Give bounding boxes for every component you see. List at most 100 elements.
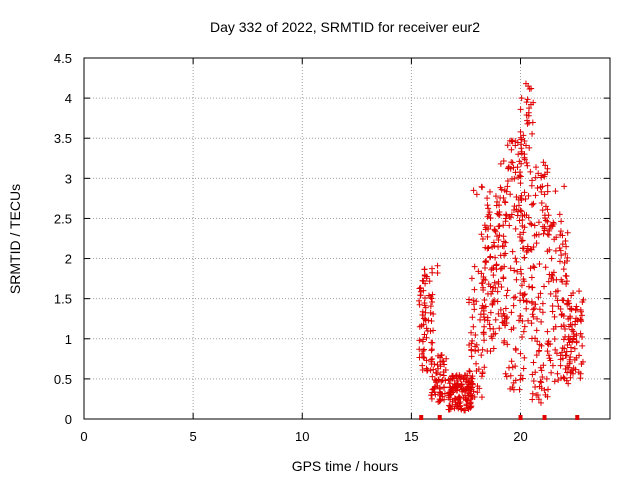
data-point bbox=[455, 395, 462, 402]
data-point bbox=[435, 376, 442, 383]
data-point bbox=[568, 306, 575, 313]
data-point bbox=[464, 383, 471, 390]
data-point bbox=[468, 353, 475, 360]
data-point bbox=[524, 162, 531, 169]
data-point bbox=[535, 170, 542, 177]
data-point bbox=[492, 228, 499, 235]
data-point bbox=[529, 201, 536, 208]
data-point bbox=[429, 355, 436, 362]
data-point bbox=[565, 380, 572, 387]
data-point bbox=[521, 137, 528, 144]
data-point bbox=[528, 246, 535, 253]
data-point bbox=[517, 180, 524, 187]
data-point bbox=[550, 219, 557, 226]
data-point bbox=[532, 383, 539, 390]
data-point bbox=[546, 246, 553, 253]
data-point bbox=[563, 273, 570, 280]
data-point bbox=[529, 371, 536, 378]
data-point bbox=[521, 151, 528, 158]
y-axis-title: SRMTID / TECUs bbox=[7, 184, 23, 294]
data-point bbox=[481, 222, 488, 229]
data-point bbox=[531, 264, 538, 271]
data-point bbox=[508, 358, 515, 365]
data-point bbox=[428, 265, 435, 272]
data-point bbox=[430, 310, 437, 317]
data-point bbox=[481, 265, 488, 272]
data-point bbox=[462, 407, 469, 414]
data-point bbox=[492, 254, 499, 261]
data-point bbox=[542, 391, 549, 398]
y-tick-label: 0 bbox=[65, 412, 72, 427]
data-point bbox=[527, 168, 534, 175]
data-point bbox=[420, 287, 427, 294]
data-point bbox=[563, 278, 570, 285]
data-point bbox=[535, 396, 542, 403]
data-point bbox=[495, 243, 502, 250]
data-point bbox=[520, 276, 527, 283]
data-point bbox=[544, 340, 551, 347]
data-point bbox=[529, 130, 536, 137]
data-point bbox=[421, 355, 428, 362]
data-point bbox=[534, 391, 541, 398]
data-point bbox=[538, 385, 545, 392]
data-point bbox=[577, 306, 584, 313]
data-point bbox=[502, 218, 509, 225]
data-point bbox=[460, 394, 467, 401]
data-point bbox=[518, 270, 525, 277]
data-point bbox=[522, 195, 529, 202]
data-point bbox=[532, 301, 539, 308]
data-point bbox=[518, 95, 525, 102]
data-point bbox=[558, 323, 565, 330]
data-point bbox=[523, 298, 530, 305]
data-point bbox=[519, 222, 526, 229]
data-point bbox=[572, 321, 579, 328]
data-point bbox=[524, 96, 531, 103]
data-point bbox=[566, 356, 573, 363]
data-point bbox=[545, 212, 552, 219]
y-tick-label: 1 bbox=[65, 332, 72, 347]
data-point bbox=[512, 142, 519, 149]
data-point bbox=[469, 384, 476, 391]
data-point bbox=[468, 346, 475, 353]
data-point bbox=[515, 202, 522, 209]
data-point bbox=[421, 266, 428, 273]
data-point bbox=[431, 361, 438, 368]
data-point bbox=[472, 332, 479, 339]
data-point bbox=[478, 270, 485, 277]
data-point bbox=[469, 337, 476, 344]
data-point bbox=[518, 192, 525, 199]
data-point bbox=[441, 361, 448, 368]
data-point bbox=[482, 244, 489, 251]
data-point bbox=[421, 300, 428, 307]
x-tick-label: 15 bbox=[404, 429, 418, 444]
data-point bbox=[540, 159, 547, 166]
data-point bbox=[544, 231, 551, 238]
data-point bbox=[557, 228, 564, 235]
data-point bbox=[579, 299, 586, 306]
data-point bbox=[528, 221, 535, 228]
baseline-marker bbox=[542, 415, 547, 420]
data-point bbox=[487, 325, 494, 332]
data-point bbox=[479, 280, 486, 287]
data-point bbox=[537, 378, 544, 385]
data-point bbox=[427, 328, 434, 335]
data-point bbox=[500, 158, 507, 165]
data-point bbox=[468, 395, 475, 402]
data-point bbox=[521, 354, 528, 361]
data-point bbox=[487, 309, 494, 316]
data-point bbox=[545, 386, 552, 393]
data-point bbox=[545, 278, 552, 285]
data-point bbox=[540, 230, 547, 237]
data-point bbox=[548, 271, 555, 278]
data-point bbox=[473, 191, 480, 198]
baseline-marker bbox=[518, 415, 523, 420]
data-point bbox=[481, 364, 488, 371]
data-point bbox=[523, 305, 530, 312]
data-point bbox=[470, 297, 477, 304]
data-point bbox=[523, 99, 530, 106]
data-point bbox=[478, 373, 485, 380]
data-point bbox=[447, 396, 454, 403]
data-point bbox=[517, 372, 524, 379]
data-point bbox=[489, 288, 496, 295]
